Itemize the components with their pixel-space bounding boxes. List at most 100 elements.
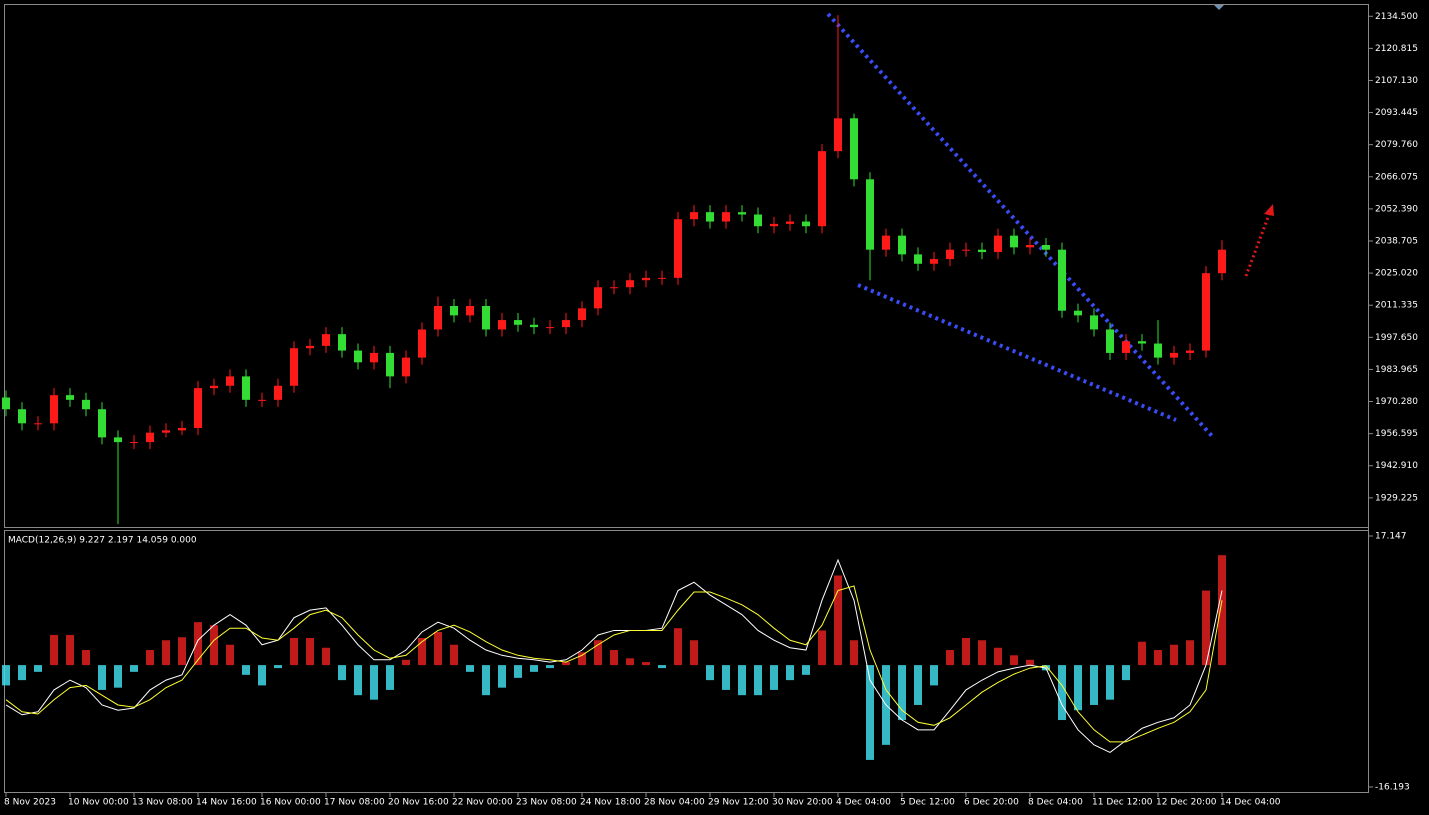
histogram-bar xyxy=(690,640,698,666)
x-tick-label: 23 Nov 08:00 xyxy=(516,798,577,808)
candle-body xyxy=(82,399,90,410)
candle-body xyxy=(658,277,666,279)
y-tick-label: 2079.760 xyxy=(1375,140,1418,150)
candle-body xyxy=(738,212,746,215)
histogram-bar xyxy=(514,665,522,678)
histogram-bar xyxy=(1218,555,1226,666)
candle-body xyxy=(1090,315,1098,330)
x-tick-label: 10 Nov 00:00 xyxy=(68,798,129,808)
x-tick-label: 13 Nov 08:00 xyxy=(132,798,193,808)
candle-body xyxy=(1058,249,1066,311)
histogram-bar xyxy=(130,665,138,672)
candle-body xyxy=(754,214,762,227)
candle-body xyxy=(178,427,186,431)
arrow-head xyxy=(1264,204,1274,216)
candle-body xyxy=(578,308,586,321)
histogram-bar xyxy=(834,575,842,666)
histogram-bar xyxy=(946,650,954,666)
candle-body xyxy=(770,223,778,227)
candle-body xyxy=(834,118,842,152)
candle-body xyxy=(802,221,810,227)
histogram-bar xyxy=(530,665,538,672)
x-tick-label: 17 Nov 08:00 xyxy=(324,798,385,808)
candle-body xyxy=(418,329,426,358)
candle-body xyxy=(98,409,106,438)
y-tick-label: 1983.965 xyxy=(1375,365,1418,375)
y-tick-label: 2120.815 xyxy=(1375,44,1418,54)
x-tick-label: 8 Nov 2023 xyxy=(4,798,56,808)
histogram-bar xyxy=(34,665,42,672)
x-tick-label: 14 Nov 16:00 xyxy=(196,798,257,808)
candle-body xyxy=(290,348,298,386)
histogram-bar xyxy=(898,665,906,721)
histogram-bar xyxy=(722,665,730,690)
y-tick-label: 1929.225 xyxy=(1375,493,1418,503)
candle-body xyxy=(674,219,682,278)
x-tick-label: 5 Dec 12:00 xyxy=(900,798,955,808)
histogram-bar xyxy=(1090,665,1098,705)
histogram-bar xyxy=(914,665,922,705)
histogram-bar xyxy=(226,644,234,666)
candle-body xyxy=(1154,343,1162,358)
x-tick-label: 16 Nov 00:00 xyxy=(260,798,321,808)
histogram-bar xyxy=(994,647,1002,666)
histogram-bar xyxy=(466,665,474,672)
x-tick-label: 24 Nov 18:00 xyxy=(580,798,641,808)
histogram-bar xyxy=(642,662,650,666)
histogram-bar xyxy=(546,665,554,669)
candle-body xyxy=(162,430,170,433)
trendlines xyxy=(826,5,1274,438)
y-tick-label: 1956.595 xyxy=(1375,429,1418,439)
candle-body xyxy=(1026,245,1034,248)
candle-body xyxy=(930,259,938,264)
histogram-bar xyxy=(850,640,858,666)
y-tick-label: 1942.910 xyxy=(1375,461,1418,471)
candle-body xyxy=(946,249,954,260)
candle-body xyxy=(1122,341,1130,353)
histogram-bar xyxy=(610,650,618,666)
macd-line xyxy=(5,585,1223,743)
histogram-bar xyxy=(562,662,570,666)
histogram-bar xyxy=(162,640,170,666)
macd-title: MACD(12,26,9) 9.227 2.197 14.059 0.000 xyxy=(8,536,197,546)
histogram-bar xyxy=(114,665,122,688)
candle-body xyxy=(34,423,42,425)
histogram-bar xyxy=(930,665,938,686)
candle-body xyxy=(642,277,650,281)
candle-body xyxy=(882,235,890,250)
candle-body xyxy=(818,151,826,227)
x-tick-label: 22 Nov 00:00 xyxy=(452,798,513,808)
candle-body xyxy=(1202,273,1210,351)
candle-body xyxy=(402,357,410,377)
candle-body xyxy=(66,395,74,400)
candle-body xyxy=(466,306,474,316)
candle-body xyxy=(1042,245,1050,250)
histogram-bar xyxy=(210,625,218,666)
candle-body xyxy=(1218,249,1226,274)
macd-line xyxy=(5,558,1223,753)
candle-body xyxy=(722,212,730,222)
x-tick-label: 11 Dec 12:00 xyxy=(1092,798,1153,808)
candle-body xyxy=(594,287,602,309)
candle-body xyxy=(370,352,378,363)
candle-body xyxy=(498,320,506,330)
x-tick-label: 4 Dec 04:00 xyxy=(836,798,891,808)
candle-body xyxy=(786,221,794,224)
x-tick-label: 6 Dec 20:00 xyxy=(964,798,1019,808)
y-tick-label: 2066.075 xyxy=(1375,172,1418,182)
histogram-bar xyxy=(146,650,154,666)
histogram-bar xyxy=(418,637,426,666)
histogram-bar xyxy=(1202,590,1210,666)
candle-body xyxy=(146,432,154,443)
lower-trendline xyxy=(857,283,1177,422)
y-tick-label: 2011.335 xyxy=(1375,301,1418,311)
candle-body xyxy=(562,320,570,328)
histogram-bar xyxy=(1138,641,1146,666)
candle-body xyxy=(322,334,330,346)
y-tick-label: 2093.445 xyxy=(1375,108,1418,118)
candle-body xyxy=(898,235,906,255)
histogram-bar xyxy=(66,634,74,666)
candle-body xyxy=(130,442,138,444)
histogram-bar xyxy=(978,640,986,666)
